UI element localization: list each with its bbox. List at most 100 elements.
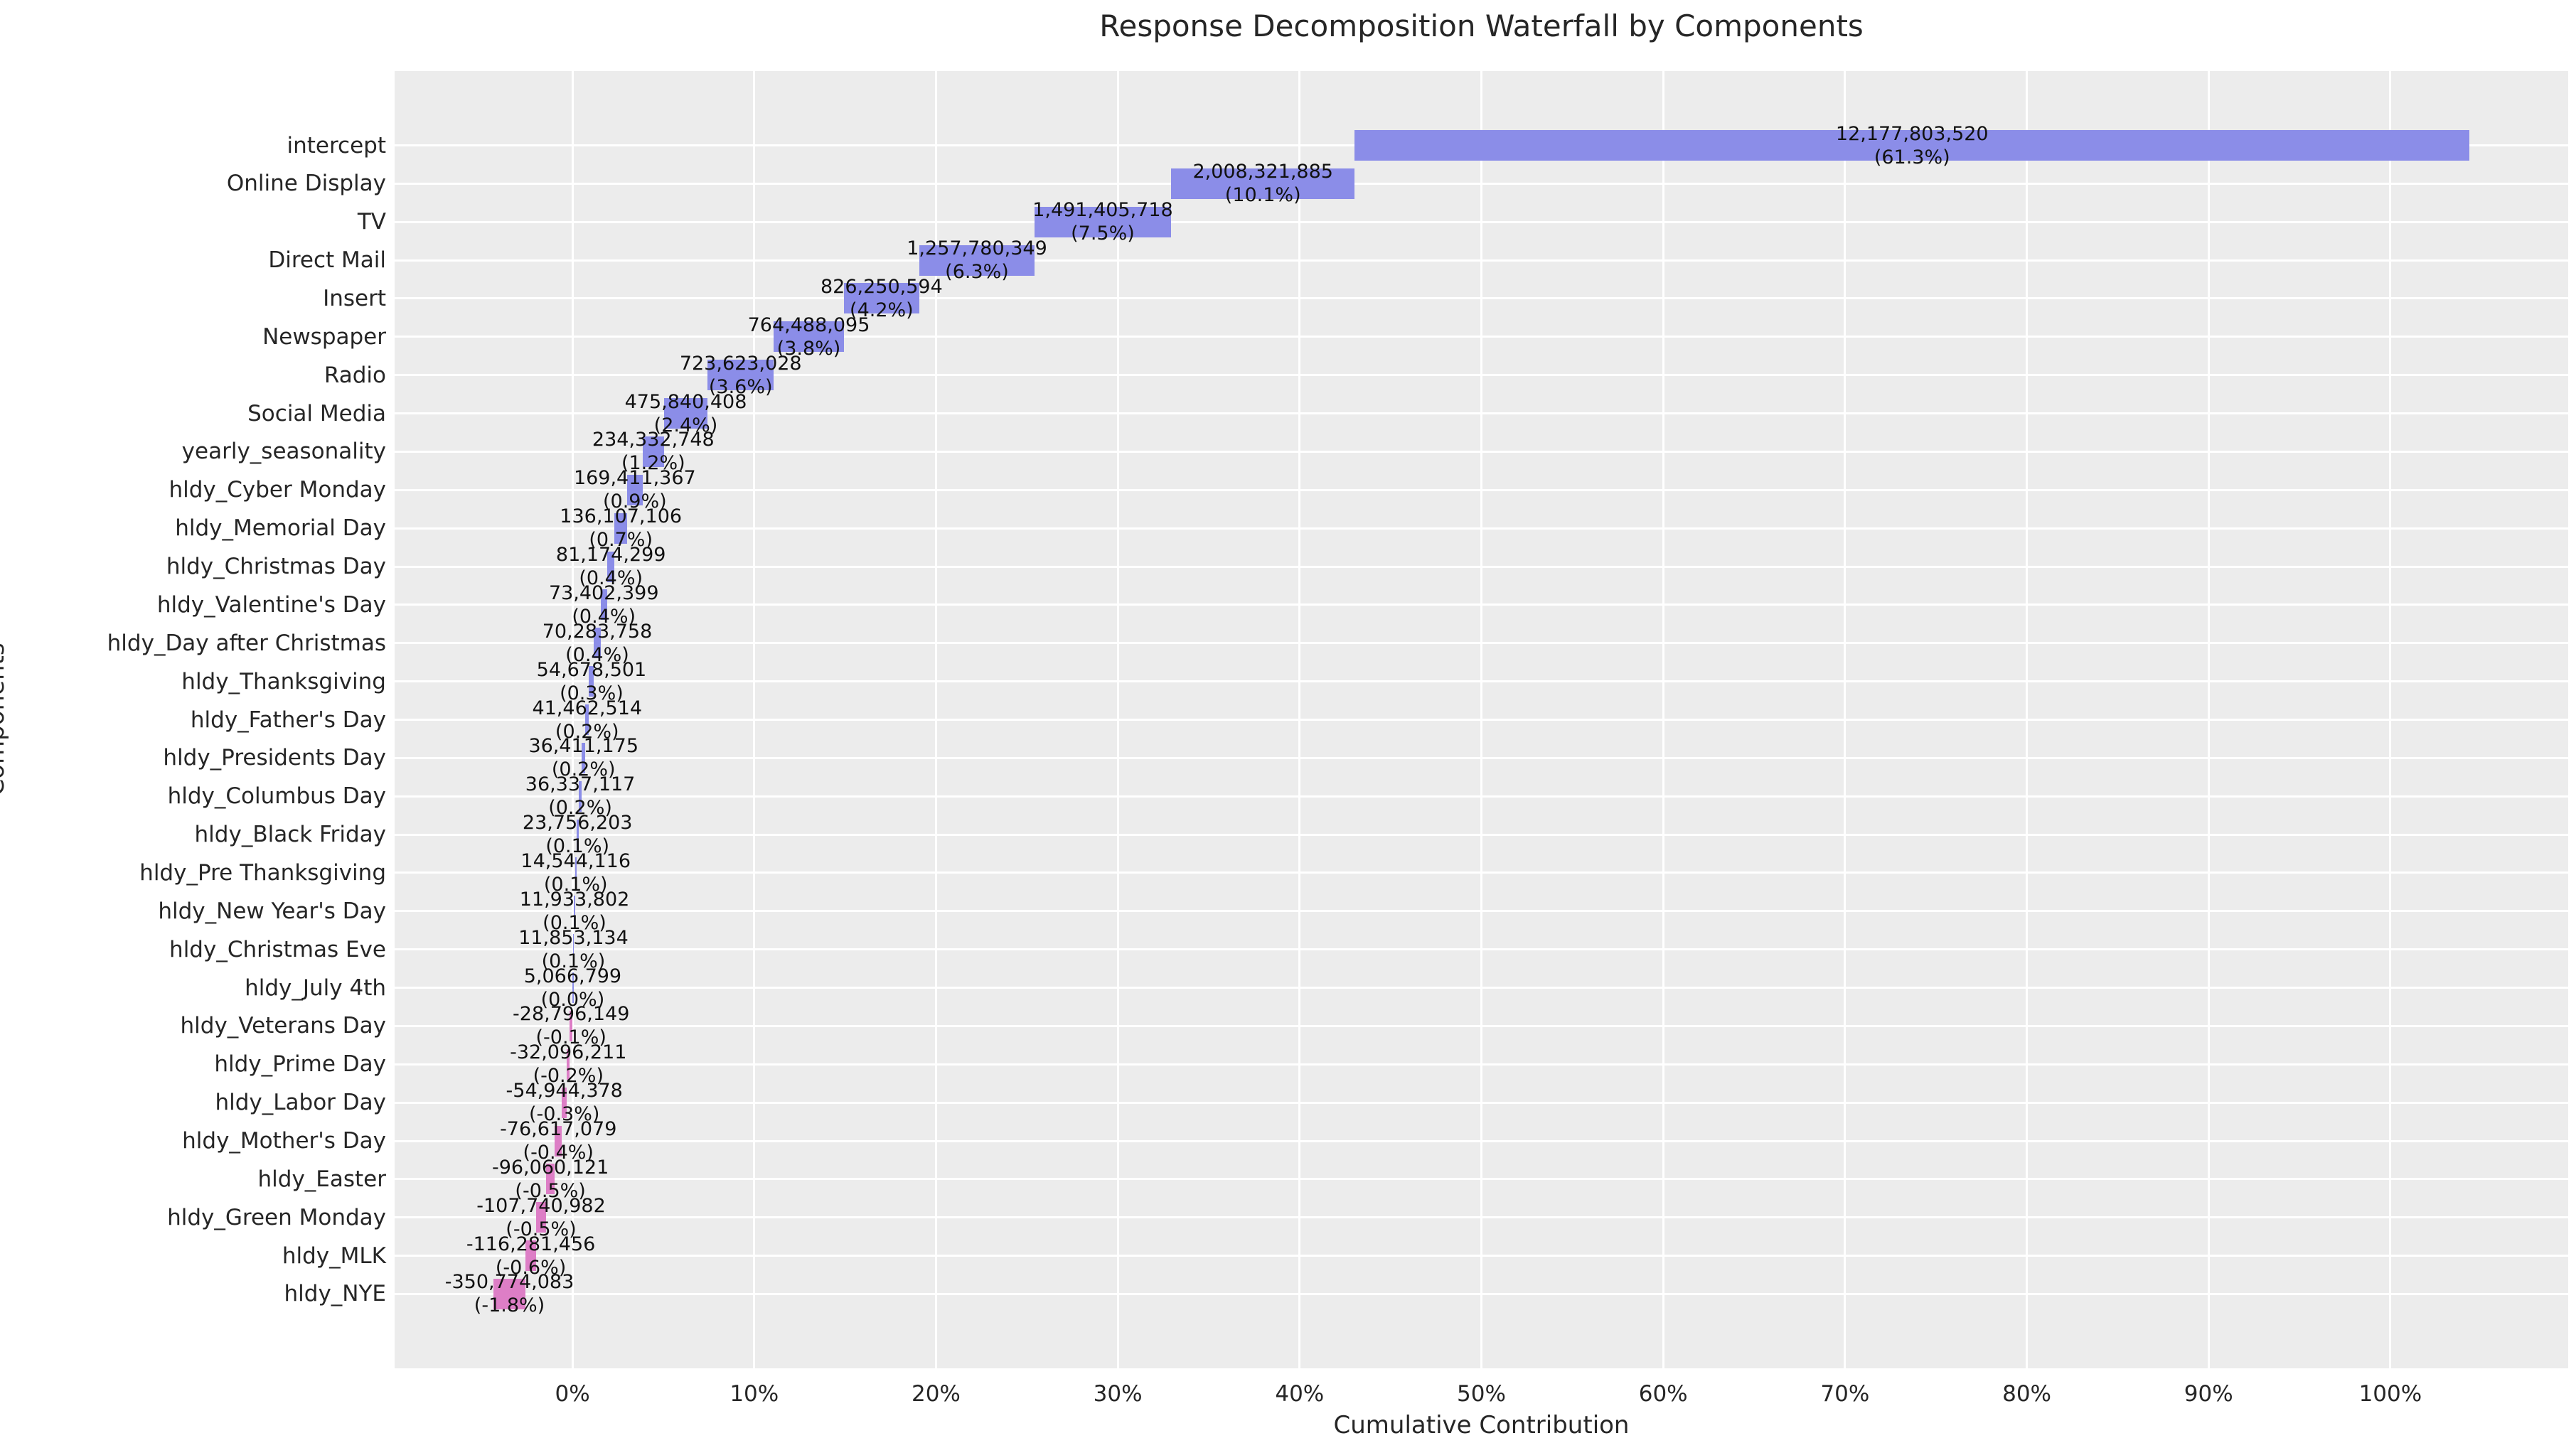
bar-value-label: 11,853,134 (0.1%) <box>518 926 629 973</box>
y-tick-label: hldy_Christmas Eve <box>169 936 386 962</box>
grid-line-horizontal <box>395 336 2568 338</box>
bar-percent-text: (4.2%) <box>850 299 914 321</box>
grid-line-horizontal <box>395 412 2568 415</box>
y-tick-label: TV <box>357 209 386 235</box>
grid-line-horizontal <box>395 1178 2568 1181</box>
waterfall-bar <box>525 1240 537 1272</box>
bar-percent-text: (0.0%) <box>540 988 605 1011</box>
bar-value-label: 169,411,367 (0.9%) <box>574 466 696 513</box>
bar-value-text: 12,177,803,520 <box>1835 122 1989 145</box>
bar-percent-text: (-0.5%) <box>506 1218 577 1240</box>
bar-value-text: 11,933,802 <box>519 888 630 911</box>
bar-value-label: -350,774,083 (-1.8%) <box>445 1270 574 1317</box>
y-tick-label: hldy_Father's Day <box>190 707 386 733</box>
bar-value-text: 475,840,408 <box>624 390 747 413</box>
waterfall-bar <box>626 474 643 505</box>
bar-value-label: 234,332,748 (1.2%) <box>592 428 715 475</box>
bar-value-text: -96,060,121 <box>491 1156 609 1179</box>
grid-line-horizontal <box>395 182 2568 185</box>
bar-percent-text: (3.8%) <box>776 337 841 360</box>
plot-area: 12,177,803,520 (61.3%) 2,008,321,885 (10.1%… <box>395 71 2568 1368</box>
bar-value-text: 169,411,367 <box>573 467 696 490</box>
bar-value-text: 5,066,799 <box>523 965 622 987</box>
waterfall-bar <box>589 666 594 697</box>
bar-percent-text: (0.7%) <box>589 529 653 552</box>
y-tick-label: hldy_Valentine's Day <box>156 591 386 618</box>
grid-line-horizontal <box>395 871 2568 874</box>
bar-value-text: 11,853,134 <box>518 926 629 949</box>
waterfall-bar <box>707 360 774 391</box>
bar-value-text: 136,107,106 <box>560 505 683 528</box>
y-tick-label: intercept <box>287 132 387 159</box>
chart-title: Response Decomposition Waterfall by Comp… <box>1099 9 1864 43</box>
grid-line-horizontal <box>395 527 2568 530</box>
bar-value-text: 14,544,116 <box>520 849 631 872</box>
bar-value-text: -76,617,079 <box>500 1118 617 1141</box>
bar-value-text: -54,944,378 <box>506 1080 623 1102</box>
bar-value-label: 136,107,106 (0.7%) <box>560 505 682 552</box>
bar-percent-text: (7.5%) <box>1071 222 1135 245</box>
bar-value-label: 1,491,405,718 (7.5%) <box>1032 198 1173 245</box>
bar-value-text: 41,462,514 <box>532 697 643 719</box>
bar-value-label: 5,066,799 (0.0%) <box>524 965 621 1012</box>
bar-percent-text: (0.9%) <box>602 490 667 513</box>
y-tick-label: hldy_Memorial Day <box>175 515 386 542</box>
grid-line-horizontal <box>395 1024 2568 1027</box>
grid-line-horizontal <box>395 833 2568 836</box>
x-tick-label: 90% <box>2184 1381 2233 1407</box>
grid-line-horizontal <box>395 220 2568 223</box>
bar-percent-text: (0.2%) <box>555 720 619 743</box>
y-tick-label: Social Media <box>247 400 386 426</box>
y-tick-label: yearly_seasonality <box>181 439 386 465</box>
y-tick-label: hldy_Veterans Day <box>180 1013 387 1039</box>
waterfall-bar <box>562 1087 567 1118</box>
bar-value-label: -96,060,121 (-0.5%) <box>492 1156 609 1203</box>
bar-value-label: 826,250,594 (4.2%) <box>821 275 943 322</box>
x-tick-label: 50% <box>1457 1381 1506 1407</box>
waterfall-bar <box>1170 168 1355 199</box>
y-tick-label: hldy_Black Friday <box>194 822 386 848</box>
grid-line-horizontal <box>395 795 2568 798</box>
bar-percent-text: (-0.4%) <box>523 1142 594 1164</box>
y-tick-label: hldy_Easter <box>257 1166 387 1192</box>
bar-percent-text: (0.4%) <box>565 643 629 666</box>
waterfall-bar <box>642 436 664 467</box>
x-tick-label: 60% <box>1638 1381 1688 1407</box>
y-axis-label: Components <box>0 643 10 796</box>
bar-percent-text: (-0.2%) <box>533 1065 604 1088</box>
y-tick-label: Direct Mail <box>268 247 386 274</box>
y-tick-label: hldy_Day after Christmas <box>107 630 386 656</box>
bar-percent-text: (0.1%) <box>541 950 606 972</box>
bar-value-label: 1,257,780,349 (6.3%) <box>907 237 1047 284</box>
y-tick-label: hldy_NYE <box>284 1281 387 1307</box>
bar-value-label: 764,488,095 (3.8%) <box>748 313 870 360</box>
waterfall-bar <box>572 972 574 1004</box>
grid-line-horizontal <box>395 259 2568 262</box>
bar-value-label: 36,337,117 (0.2%) <box>525 773 636 820</box>
y-tick-label: hldy_Presidents Day <box>163 745 386 771</box>
y-tick-label: Newspaper <box>262 323 386 350</box>
bar-value-label: 81,174,299 (0.4%) <box>556 543 666 590</box>
x-tick-label: 70% <box>1820 1381 1870 1407</box>
bar-percent-text: (0.1%) <box>543 873 608 896</box>
bar-percent-text: (6.3%) <box>945 261 1009 284</box>
bar-percent-text: (-0.6%) <box>495 1256 567 1279</box>
y-tick-label: hldy_Cyber Monday <box>169 477 386 503</box>
y-tick-label: Insert <box>323 285 386 311</box>
x-axis-label: Cumulative Contribution <box>1333 1411 1630 1438</box>
y-tick-label: hldy_July 4th <box>245 975 386 1001</box>
grid-line-horizontal <box>395 756 2568 759</box>
bar-value-label: 14,544,116 (0.1%) <box>520 849 631 896</box>
x-tick-label: 100% <box>2358 1381 2422 1407</box>
bar-value-text: 234,332,748 <box>592 429 715 451</box>
waterfall-bar <box>574 857 577 889</box>
y-tick-label: hldy_MLK <box>282 1243 386 1269</box>
bar-percent-text: (2.4%) <box>653 414 718 436</box>
bar-percent-text: (-0.1%) <box>535 1026 606 1049</box>
x-tick-label: 10% <box>729 1381 779 1407</box>
bar-value-text: 70,283,758 <box>542 620 653 643</box>
waterfall-bar <box>493 1278 526 1309</box>
x-tick-label: 40% <box>1275 1381 1325 1407</box>
bar-value-text: 36,411,175 <box>528 735 639 758</box>
